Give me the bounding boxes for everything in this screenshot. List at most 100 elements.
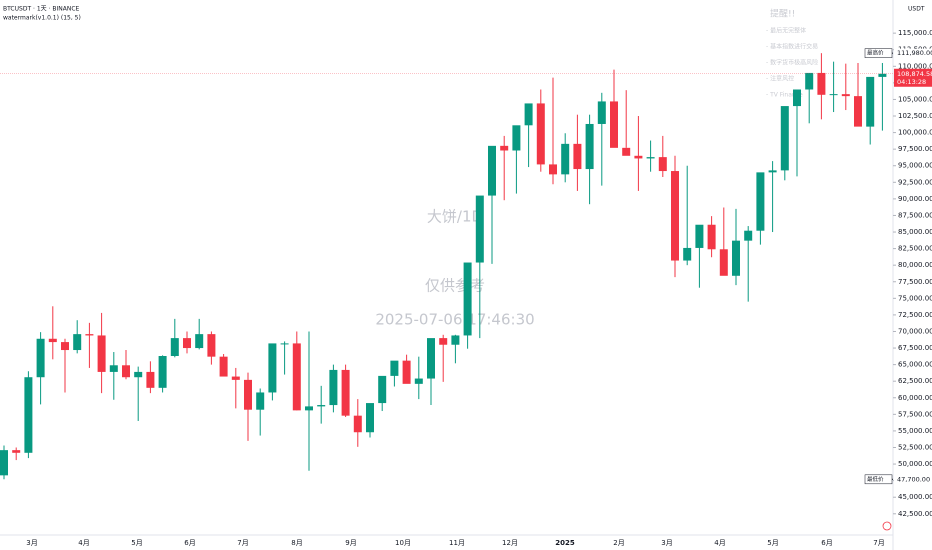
y-tick-label: 80,000.00 [898, 261, 932, 269]
candle-body [122, 365, 130, 378]
indicator-label: watermark(v1.0.1) (15, 5) [3, 15, 81, 22]
candle-body [341, 369, 350, 416]
candle-body [183, 338, 191, 349]
y-tick-label: 87,500.00 [898, 211, 932, 219]
y-tick-label: 75,000.00 [898, 294, 932, 302]
candle-body [268, 343, 277, 393]
candle-body [0, 450, 8, 476]
marker-name: 最低价 [867, 475, 884, 483]
candle-body [390, 360, 399, 376]
candle-body [427, 338, 435, 379]
y-tick-label: 90,000.00 [898, 195, 932, 203]
y-tick-label: 57,500.00 [898, 410, 932, 418]
candle-body [231, 376, 240, 380]
y-tick-label: 95,000.00 [898, 162, 932, 170]
candle-body [329, 369, 338, 406]
y-tick-label: 115,000.00 [898, 29, 932, 37]
y-tick-label: 100,000.00 [898, 129, 932, 137]
candle-body [817, 72, 826, 95]
candle-body [756, 172, 765, 231]
y-tick-label: 85,000.00 [898, 228, 932, 236]
candle-body [170, 338, 179, 357]
candle-body [256, 392, 265, 410]
candle-body [500, 145, 509, 151]
candle-body [683, 247, 692, 261]
candle-body [610, 101, 618, 148]
candle-body [585, 123, 594, 170]
x-tick-label: 3月 [26, 539, 37, 547]
marker-value-box [894, 474, 932, 484]
marker-value-box [894, 48, 932, 58]
candle-body [549, 164, 557, 175]
note: - TV Finance [766, 92, 803, 99]
candle-body [366, 403, 374, 433]
x-tick-label: 4月 [714, 539, 725, 547]
watermark: 仅供参考 [425, 277, 485, 295]
candle-body [414, 378, 423, 384]
note: - 注意风控 [766, 75, 794, 83]
y-tick-label: 77,500.00 [898, 278, 932, 286]
y-tick-label: 92,500.00 [898, 178, 932, 186]
candle-body [622, 147, 631, 156]
candle-body [109, 365, 118, 372]
y-tick-label: 102,500.00 [898, 112, 932, 120]
y-tick-label: 55,000.00 [898, 427, 932, 435]
marker-name: 最高价 [867, 49, 884, 57]
candle-body [597, 101, 606, 124]
x-tick-label: 11月 [449, 539, 465, 547]
candle-body [488, 145, 496, 196]
candle-body [244, 379, 252, 410]
y-tick-label: 62,500.00 [898, 377, 932, 385]
candle-body [707, 224, 716, 250]
note: - 最后无完整体 [766, 27, 806, 35]
x-tick-label: 6月 [821, 539, 832, 547]
watermark: 大饼/1D [427, 208, 483, 226]
candle-body [463, 262, 472, 336]
candle-body [158, 356, 167, 388]
marker-box [864, 474, 893, 485]
candle-body [793, 89, 801, 107]
candle-body [48, 338, 57, 343]
x-tick-label: 8月 [291, 539, 302, 547]
x-tick-label: 2025 [555, 539, 575, 547]
candle-body [219, 356, 228, 377]
candle-body [292, 343, 301, 411]
candle-body [317, 405, 326, 407]
y-tick-label: 110,000.00 [898, 62, 932, 70]
currency: USDT [908, 6, 925, 13]
candle-body [878, 73, 887, 77]
x-tick-label: 9月 [345, 539, 356, 547]
candle-body [561, 143, 570, 175]
x-tick-label: 5月 [767, 539, 778, 547]
candle-body [780, 106, 789, 171]
x-tick-label: 6月 [184, 539, 195, 547]
marker-box [864, 48, 893, 58]
last-price-label: 108,874.58 [897, 70, 932, 78]
candle-body [61, 342, 69, 351]
candle-body [854, 96, 862, 127]
candle-body [12, 450, 21, 453]
y-tick-label: 67,500.00 [898, 344, 932, 352]
x-tick-label: 2月 [613, 539, 624, 547]
candle-body [744, 230, 753, 241]
countdown: 04:13:28 [897, 78, 926, 86]
candle-body [353, 415, 362, 433]
y-tick-label: 70,000.00 [898, 327, 932, 335]
last-price-box [894, 68, 932, 87]
candle-body [280, 343, 289, 345]
candle-body [85, 334, 94, 336]
x-tick-label: 4月 [78, 539, 89, 547]
candle-body [378, 375, 387, 404]
candle-body [475, 195, 484, 263]
y-tick-label: 72,500.00 [898, 311, 932, 319]
candle-body [305, 406, 313, 411]
candle-body [402, 360, 411, 384]
y-tick-label: 52,500.00 [898, 443, 932, 451]
x-tick-label: 3月 [661, 539, 672, 547]
candle-body [451, 335, 460, 345]
alert-icon[interactable] [882, 521, 892, 531]
candle-body [671, 171, 679, 261]
note: - 基本指数进行交易 [766, 43, 818, 51]
candle-body [732, 240, 740, 276]
